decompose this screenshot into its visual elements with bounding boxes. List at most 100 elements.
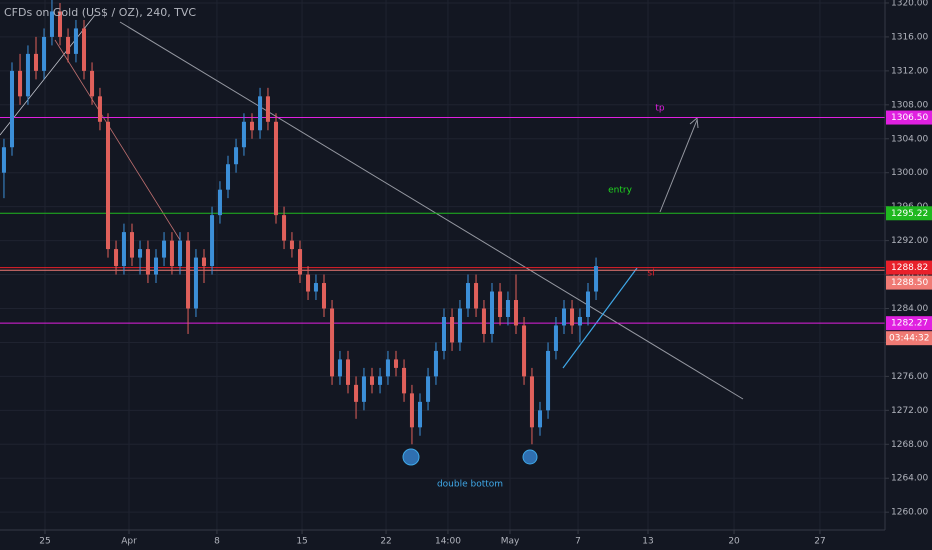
y-tick-label: 1300.00 — [891, 168, 928, 178]
candle-body — [529, 376, 534, 428]
y-tick-label: 1284.00 — [891, 304, 928, 314]
candle-body — [201, 257, 207, 267]
candle-body — [457, 308, 462, 343]
candle-body — [537, 410, 543, 428]
candle-body — [561, 308, 567, 326]
candle-body — [121, 232, 126, 267]
price-tag — [886, 206, 932, 221]
candle-body — [153, 257, 159, 275]
countdown-tag — [886, 331, 932, 346]
candle-body — [90, 70, 95, 97]
price-tag-label: 1306.50 — [891, 113, 928, 123]
candle-body — [145, 249, 150, 275]
y-tick-label: 1308.00 — [891, 100, 928, 110]
y-tick-label: 1264.00 — [891, 474, 928, 484]
candle-body — [481, 308, 486, 334]
candle-body — [105, 121, 111, 250]
candle-body — [217, 189, 222, 216]
axes: 1260.001264.001268.001272.001276.001280.… — [39, 0, 932, 547]
candle-body — [49, 11, 54, 37]
x-tick-label: 20 — [728, 537, 740, 547]
candle-body — [337, 359, 342, 377]
candle-body — [129, 232, 135, 258]
candle-body — [313, 283, 318, 292]
candle-body — [426, 376, 431, 402]
candle-body — [138, 249, 143, 258]
candle-body — [66, 36, 71, 54]
candle-body — [81, 28, 87, 71]
candle-body — [354, 384, 359, 402]
annotation: sl — [647, 269, 654, 279]
candle-body — [417, 401, 423, 428]
candle-body — [114, 249, 119, 267]
candle-body — [306, 274, 311, 292]
candle-body — [474, 283, 479, 309]
x-tick-label: 14:00 — [435, 537, 461, 547]
trend-line — [119, 21, 744, 400]
annotation: tp — [655, 104, 665, 114]
price-tag-label: 1295.22 — [891, 209, 928, 219]
candle-body — [441, 316, 447, 351]
candle-body — [433, 350, 438, 377]
candle-body — [465, 283, 471, 309]
y-tick-label: 1292.00 — [891, 236, 928, 246]
x-tick-label: 8 — [214, 537, 220, 547]
x-tick-label: Apr — [121, 537, 137, 547]
price-tag — [886, 275, 932, 290]
y-tick-label: 1316.00 — [891, 32, 928, 42]
chart-title: CFDs on Gold (US$ / OZ), 240, TVC — [4, 6, 196, 19]
candle-body — [513, 300, 519, 326]
price-tag-label: 1282.27 — [891, 319, 928, 329]
y-tick-label: 1272.00 — [891, 406, 928, 416]
candle-body — [321, 283, 327, 309]
candle-body — [553, 325, 558, 351]
candle-body — [18, 70, 23, 97]
candle-body — [282, 215, 287, 241]
price-tag — [886, 110, 932, 125]
candle-body — [193, 257, 198, 309]
drawings — [0, 14, 744, 466]
x-tick-label: 15 — [296, 537, 307, 547]
candle-body — [273, 121, 279, 216]
candle-body — [369, 376, 375, 385]
x-tick-label: 27 — [814, 537, 825, 547]
candle-body — [297, 249, 303, 275]
candle-body — [210, 215, 215, 267]
y-tick-label: 1260.00 — [891, 508, 928, 518]
candle-body — [1, 147, 6, 173]
candles — [1, 0, 599, 445]
candle-body — [162, 240, 167, 258]
candle-body — [234, 147, 239, 165]
y-tick-label: 1268.00 — [891, 440, 928, 450]
y-tick-label: 1276.00 — [891, 372, 928, 382]
candle-body — [393, 359, 399, 368]
candle-body — [73, 28, 78, 54]
candle-body — [97, 96, 102, 122]
annotation: entry — [608, 186, 632, 196]
candle-body — [241, 121, 246, 148]
candle-body — [505, 300, 510, 317]
candle-body — [450, 316, 455, 343]
support-line — [562, 267, 638, 369]
candle-body — [489, 291, 495, 334]
candle-body — [330, 308, 335, 377]
y-tick-label: 1288.00 — [891, 270, 928, 280]
price-tag-label: 1288.50 — [891, 278, 928, 288]
candle-body — [177, 240, 183, 267]
candle-body — [385, 359, 390, 377]
price-tag — [886, 316, 932, 331]
pattern-line — [0, 14, 96, 136]
bottom-marker — [522, 449, 538, 465]
x-tick-label: 13 — [642, 537, 653, 547]
candle-body — [585, 291, 591, 317]
candle-body — [169, 240, 174, 267]
candle-body — [289, 240, 294, 250]
candle-body — [577, 316, 582, 326]
y-tick-label: 1312.00 — [891, 66, 928, 76]
candle-body — [546, 350, 551, 411]
candle-body — [498, 291, 503, 317]
candle-body — [522, 325, 527, 377]
candle-body — [186, 240, 191, 309]
candle-body — [265, 96, 270, 122]
